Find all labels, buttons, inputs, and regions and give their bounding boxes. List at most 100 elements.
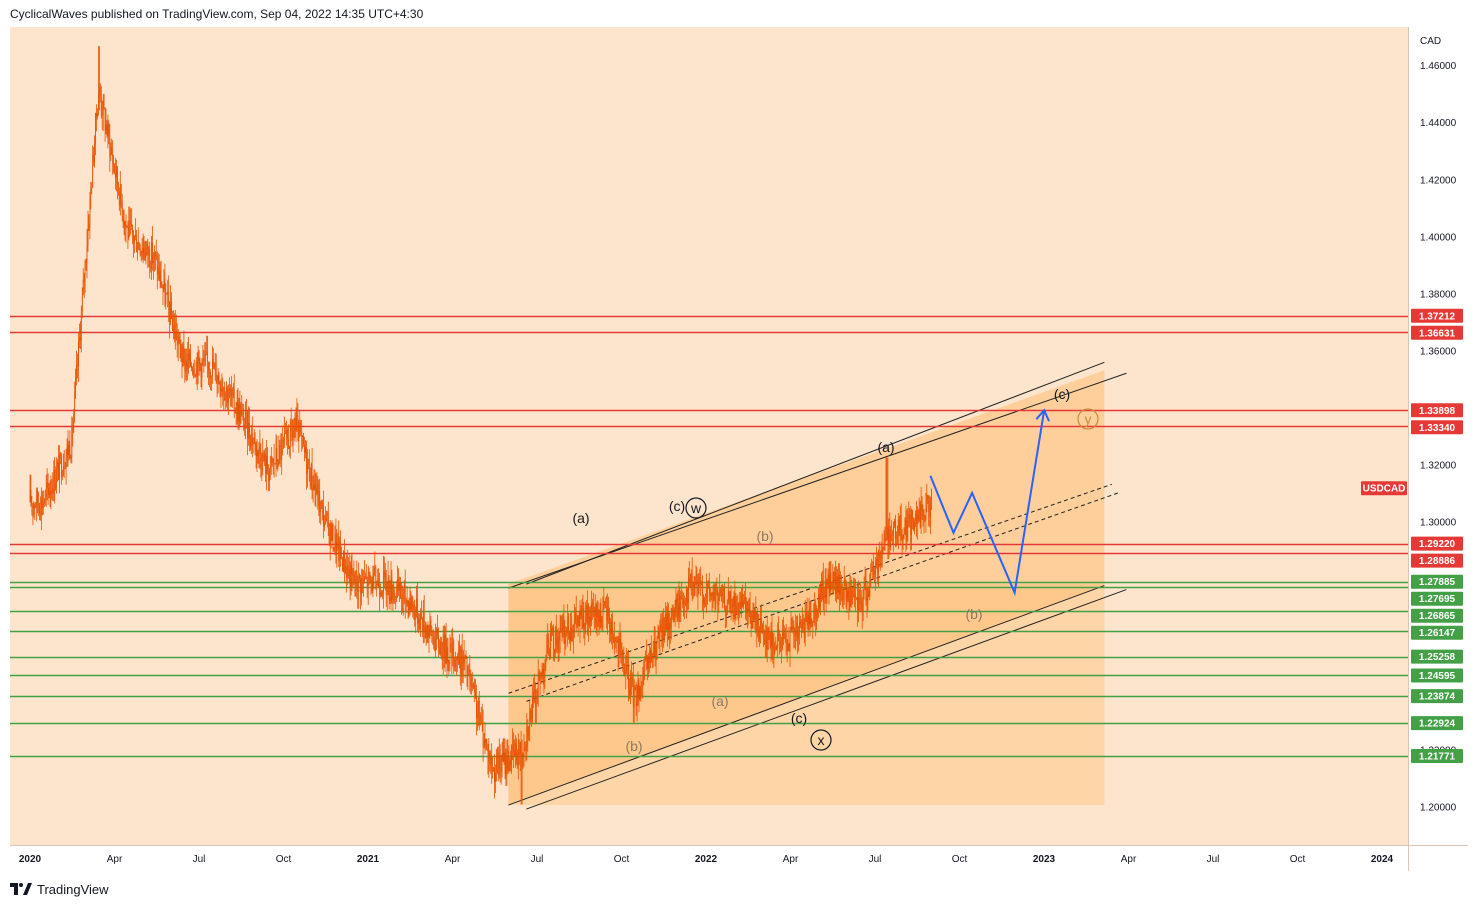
candle-body <box>631 677 632 679</box>
candle-body <box>763 633 764 634</box>
price-axis[interactable]: CAD1.200001.220001.300001.320001.360001.… <box>1420 36 1457 814</box>
resistance-tag <box>1411 420 1463 435</box>
candle-body <box>226 387 227 393</box>
candle-body <box>923 510 925 517</box>
candle-body <box>584 623 586 630</box>
candle-body <box>217 375 219 382</box>
candle-body <box>686 589 687 605</box>
candle-body <box>467 674 469 676</box>
candle-body <box>577 616 579 622</box>
candle-body <box>120 184 122 202</box>
candle-body <box>115 172 116 178</box>
candle-body <box>647 656 648 669</box>
candle-body <box>886 526 888 540</box>
candle-body <box>356 570 358 587</box>
candle-body <box>152 242 153 264</box>
candle-body <box>311 464 313 489</box>
candle-body <box>77 365 78 366</box>
candle-body <box>457 655 458 660</box>
candle-body <box>123 219 125 225</box>
candle-body <box>572 636 573 641</box>
wave-label: (c) <box>1054 386 1070 402</box>
candle-body <box>364 576 365 582</box>
candle-body <box>511 745 512 766</box>
candle-body <box>320 501 322 513</box>
candle-body <box>534 689 535 693</box>
candle-body <box>162 287 164 289</box>
candle-body <box>168 291 170 306</box>
candle-body <box>370 580 372 581</box>
candle-body <box>800 621 801 625</box>
candle-body <box>652 653 654 658</box>
resistance-tag <box>1411 308 1463 323</box>
candle-body <box>668 611 669 633</box>
candle-body <box>541 669 543 675</box>
candle-body <box>35 507 37 508</box>
candle-body <box>98 93 99 115</box>
candle-body <box>831 583 833 588</box>
candle-body <box>484 738 486 746</box>
candle-body <box>761 620 762 626</box>
candle-body <box>894 520 895 526</box>
footer-brand[interactable]: TradingView <box>10 880 109 898</box>
candle-body <box>40 513 41 515</box>
candle-body <box>84 261 86 282</box>
candle-body <box>727 591 729 601</box>
candle-body <box>835 572 836 595</box>
candle-body <box>826 580 828 598</box>
candle-body <box>563 619 565 644</box>
candle-body <box>883 538 885 548</box>
candle-body <box>871 569 873 572</box>
candle-body <box>56 468 57 484</box>
candle-body <box>571 628 572 641</box>
candle-body <box>788 643 790 651</box>
candle-body <box>784 633 786 635</box>
candle-body <box>479 715 481 725</box>
candle-body <box>254 437 256 452</box>
support-tag <box>1411 608 1463 623</box>
candle-body <box>634 687 636 690</box>
candle-body <box>338 536 340 560</box>
candle-body <box>674 609 676 621</box>
candle-body <box>88 224 90 228</box>
candle-body <box>111 147 113 154</box>
candle-body <box>150 266 152 269</box>
time-axis[interactable]: 2020 Apr Jul Oct 2021 Apr Jul Oct 2022 Apr Jul Oct 2… <box>19 854 1394 865</box>
candle-body <box>669 622 671 629</box>
candle-body <box>781 647 782 649</box>
candle-body <box>925 507 927 520</box>
candle-body <box>119 184 121 206</box>
candle-body <box>627 664 628 665</box>
candle-body <box>389 597 391 602</box>
candle-body <box>259 445 261 455</box>
candle-body <box>527 726 529 737</box>
candle-body <box>677 605 679 618</box>
candle-body <box>719 589 721 600</box>
candle-body <box>575 611 577 626</box>
candle-body <box>909 514 911 524</box>
candle-body <box>860 602 862 604</box>
wave-label-circle <box>810 729 832 751</box>
candle-body <box>306 447 307 474</box>
candle-body <box>805 610 807 612</box>
candle-body <box>790 626 792 630</box>
candle-body <box>797 622 798 638</box>
candle-body <box>869 574 871 597</box>
candle-body <box>238 404 240 422</box>
candle-body <box>92 154 94 188</box>
candle-body <box>408 601 410 614</box>
candle-body <box>614 637 616 642</box>
candle-body <box>427 626 429 637</box>
candle-body <box>717 590 719 606</box>
candle-body <box>864 583 866 586</box>
candle-body <box>300 431 302 433</box>
candle-body <box>208 361 209 373</box>
candle-body <box>568 616 569 633</box>
candle-body <box>37 490 38 504</box>
candle-body <box>504 752 506 774</box>
candle-body <box>474 684 475 692</box>
candle-body <box>607 609 608 621</box>
candle-body <box>46 482 48 489</box>
candle-body <box>783 634 785 639</box>
